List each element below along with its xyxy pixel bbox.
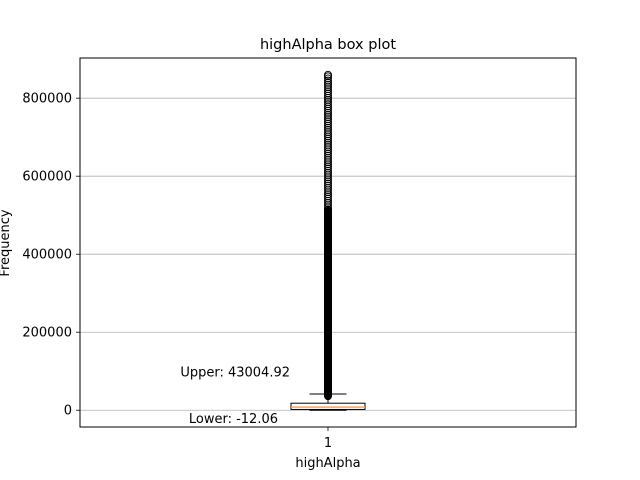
outlier-point <box>324 138 332 147</box>
y-tick-label: 200000 <box>22 326 72 341</box>
outlier-point <box>324 104 332 113</box>
outlier-point <box>324 141 332 149</box>
outlier-point <box>324 100 332 109</box>
y-tick-label: 0 <box>64 404 72 419</box>
outlier-point <box>324 76 332 85</box>
outlier-point <box>324 188 332 197</box>
outlier-point <box>324 74 332 83</box>
outlier-point <box>324 168 332 177</box>
outlier-point <box>324 110 332 119</box>
outlier-point <box>324 171 332 179</box>
outlier-point <box>324 113 332 122</box>
outlier-point <box>324 108 332 117</box>
outlier-point <box>324 87 332 96</box>
outlier-point <box>324 83 332 92</box>
outlier-point <box>324 132 332 141</box>
outlier-point <box>324 91 332 100</box>
outlier-point <box>324 70 332 79</box>
outlier-point <box>324 201 332 210</box>
outlier-point <box>324 162 332 171</box>
outlier-point <box>324 85 332 94</box>
outlier-point <box>324 153 332 162</box>
chart-title: highAlpha box plot <box>260 37 396 53</box>
outlier-point <box>324 156 332 164</box>
outlier-point <box>324 151 332 160</box>
outlier-point <box>324 205 332 214</box>
iqr-box <box>290 402 366 410</box>
lower-bound-annotation: Lower: -12.06 <box>189 412 278 427</box>
outlier-point <box>324 203 332 212</box>
outlier-point <box>324 115 332 124</box>
outlier-point <box>324 147 332 156</box>
outlier-point <box>324 134 332 143</box>
box-layer <box>290 393 366 411</box>
outlier-point <box>324 119 332 128</box>
outlier-point <box>324 179 332 188</box>
outlier-point <box>324 143 332 152</box>
outlier-point <box>324 186 332 194</box>
outlier-point <box>324 130 332 139</box>
outlier-point <box>324 160 332 169</box>
outlier-point <box>324 158 332 167</box>
outlier-point <box>324 78 332 87</box>
outlier-point <box>324 89 332 98</box>
outlier-point <box>324 80 332 89</box>
outlier-point <box>324 145 332 154</box>
outlier-point <box>324 196 332 205</box>
y-tick-label: 800000 <box>22 92 72 107</box>
outlier-point <box>324 190 332 199</box>
outlier-layer <box>324 70 332 401</box>
outlier-point <box>324 95 332 104</box>
outlier-point <box>324 121 332 130</box>
outlier-point <box>324 128 332 137</box>
outlier-point <box>324 98 332 107</box>
outlier-point <box>324 198 332 207</box>
y-tick-label: 600000 <box>22 170 72 185</box>
x-axis-label: highAlpha <box>295 456 360 471</box>
outlier-point <box>324 166 332 175</box>
outlier-point <box>324 106 332 115</box>
outlier-point <box>324 102 332 111</box>
y-tick-label: 400000 <box>22 248 72 263</box>
x-tick-label: 1 <box>324 436 332 451</box>
outlier-point <box>324 117 332 126</box>
tick-layer: 0 200000 400000 600000 800000 1 <box>22 92 332 451</box>
outlier-point <box>324 194 332 203</box>
outlier-point <box>324 183 332 192</box>
outlier-point <box>324 93 332 102</box>
annotation-layer: Upper: 43004.92 Lower: -12.06 <box>180 365 290 427</box>
outlier-point <box>324 136 332 145</box>
y-axis-label: Frequency <box>0 209 13 276</box>
outlier-point <box>324 123 332 132</box>
upper-bound-annotation: Upper: 43004.92 <box>180 365 290 380</box>
outlier-point <box>324 126 332 134</box>
outlier-point <box>324 173 332 182</box>
outlier-point <box>324 164 332 173</box>
outlier-point <box>324 177 332 186</box>
outlier-point <box>324 149 332 158</box>
outlier-point <box>324 192 332 201</box>
outlier-point <box>324 175 332 184</box>
outlier-point <box>324 181 332 190</box>
